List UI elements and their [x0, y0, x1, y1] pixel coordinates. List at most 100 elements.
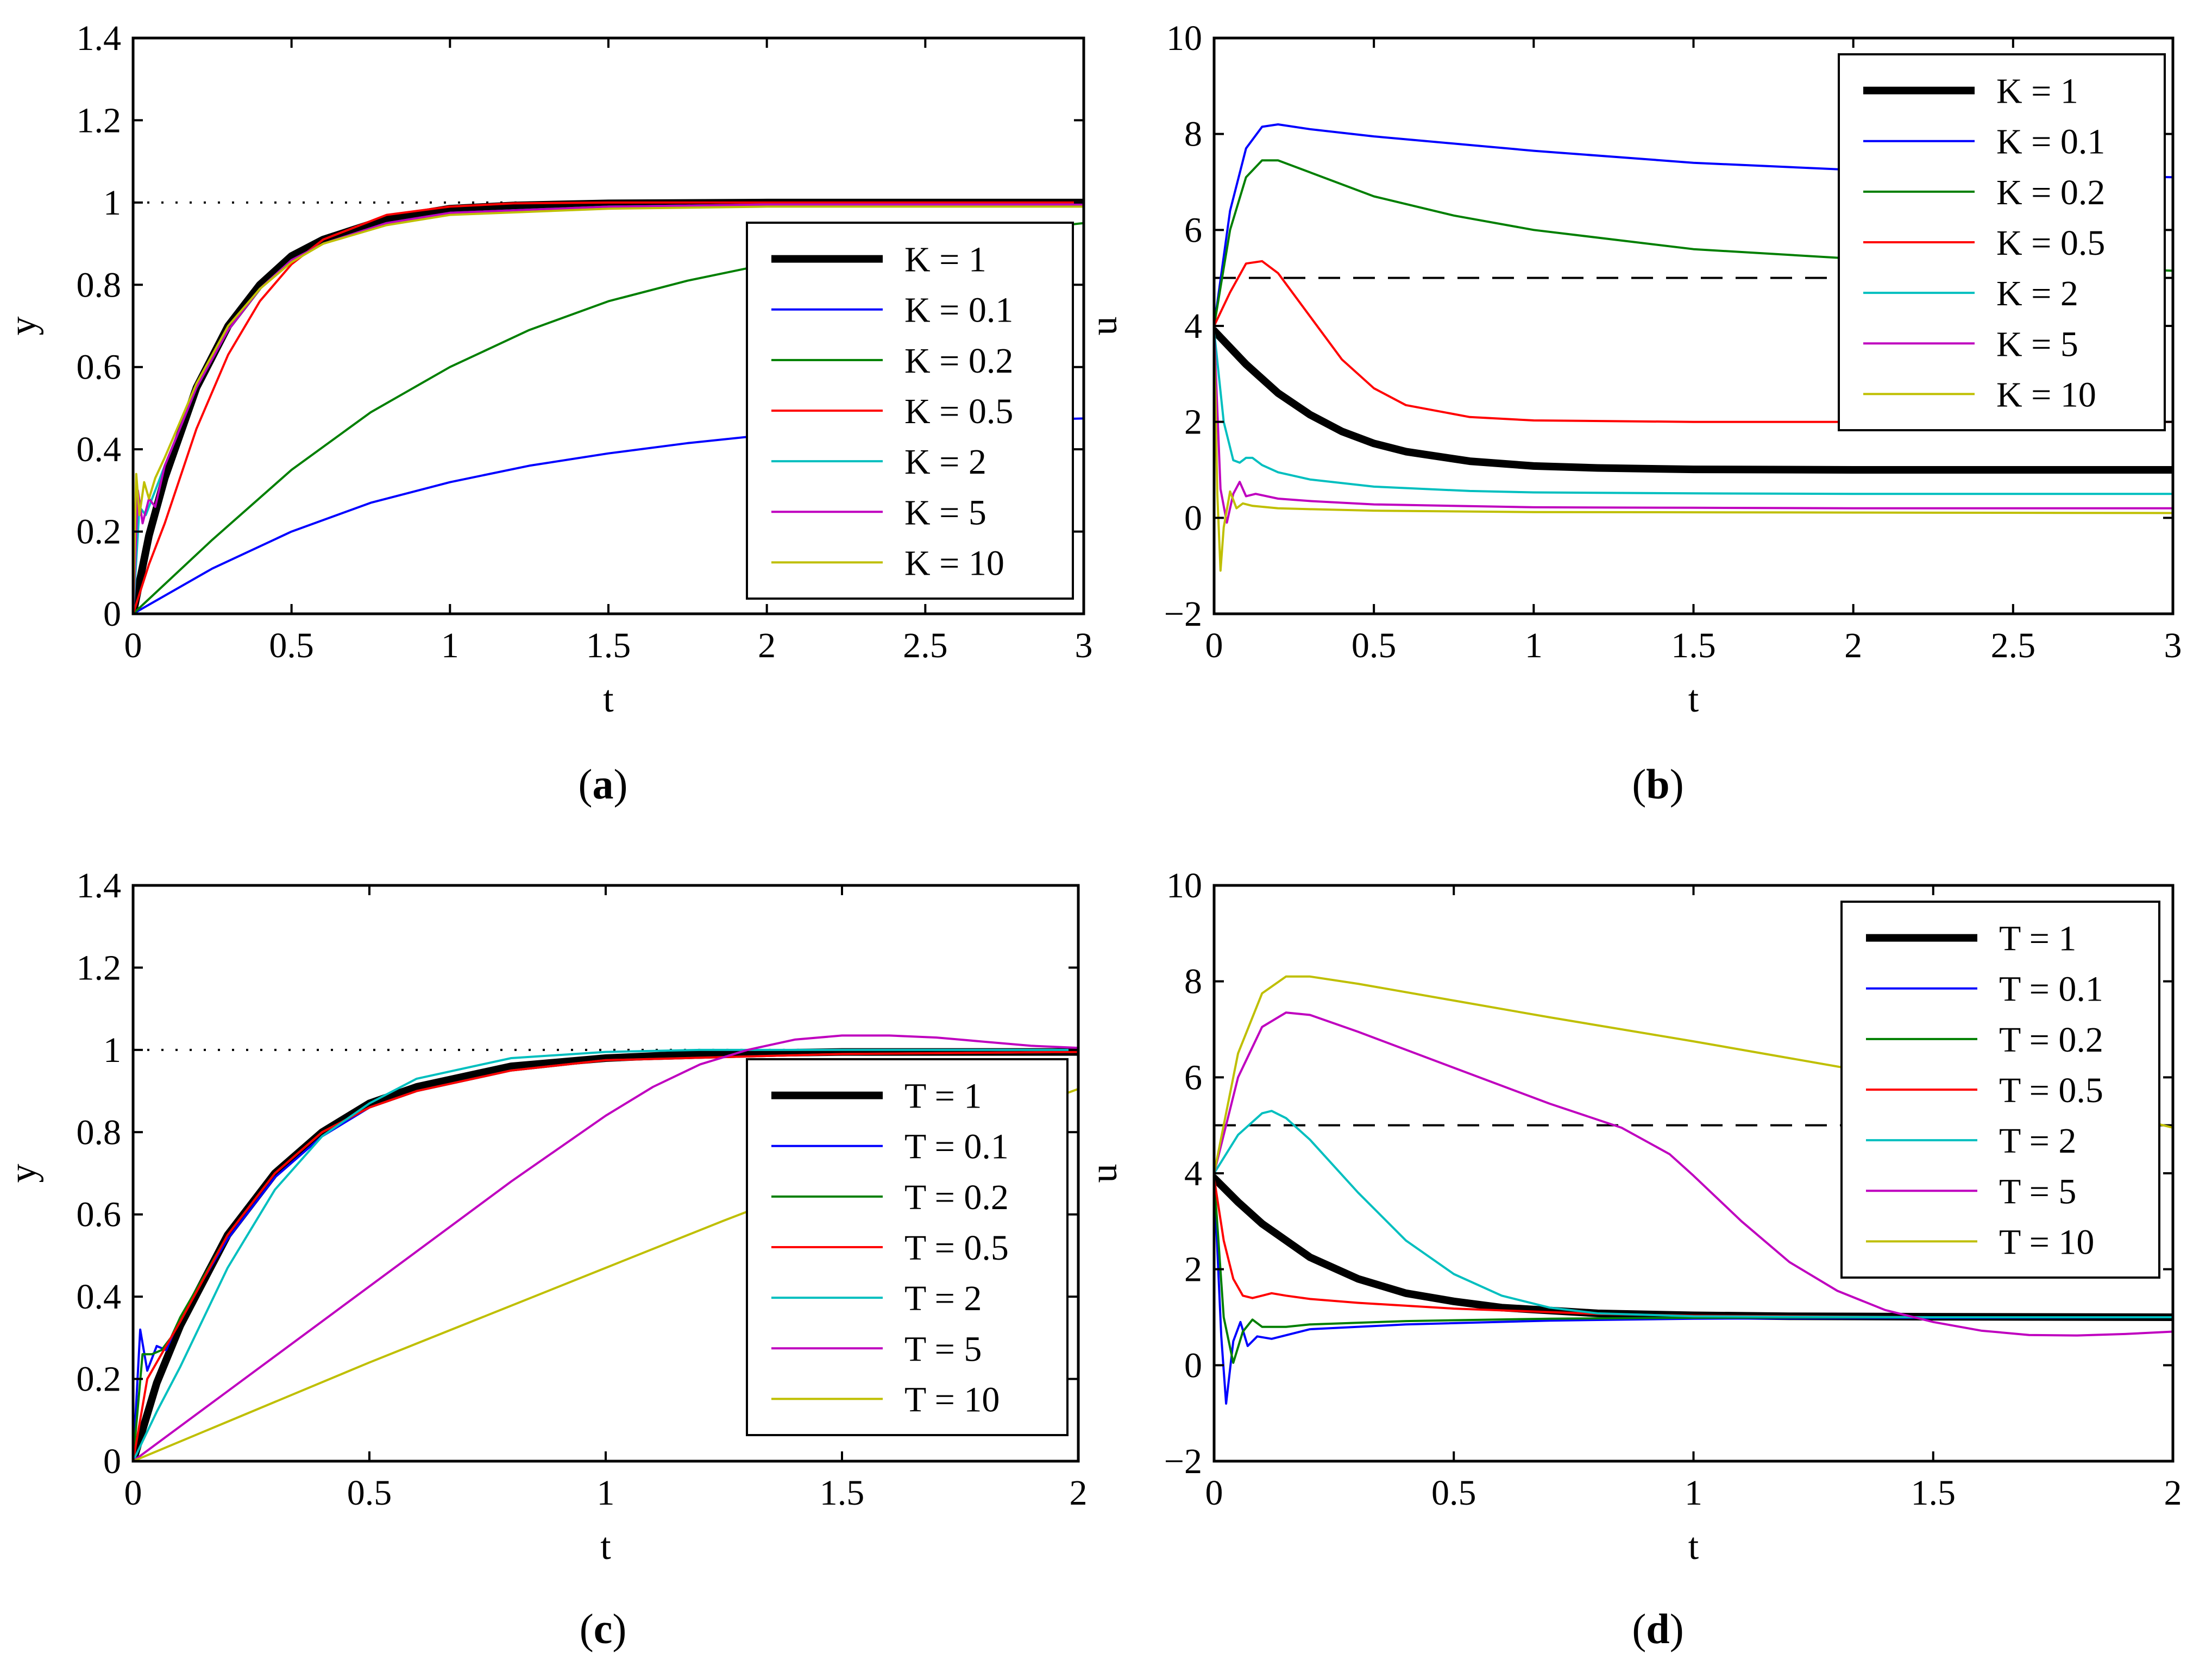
legend-label-d-1: T = 0.1	[1999, 970, 2103, 1009]
y-tick-label-b-1: 0	[1184, 498, 1202, 538]
y-axis-label-c: y	[2, 1164, 44, 1183]
x-tick-label-a-4: 2	[758, 626, 776, 665]
x-tick-label-d-4: 2	[2164, 1473, 2182, 1513]
x-tick-label-b-6: 3	[2164, 626, 2182, 665]
series-group-d	[1214, 975, 2173, 1405]
panel-label-b-text: b	[1646, 760, 1669, 808]
series-line-c-3	[133, 1051, 1078, 1461]
y-axis-label-d: u	[1083, 1164, 1125, 1183]
x-axis-label-b: t	[1688, 678, 1699, 720]
y-axis-label-b: u	[1083, 317, 1125, 336]
y-tick-label-c-4: 0.8	[77, 1112, 122, 1152]
x-tick-label-c-4: 2	[1070, 1473, 1088, 1513]
x-tick-label-c-1: 0.5	[347, 1473, 392, 1513]
legend-label-c-3: T = 0.5	[904, 1228, 1009, 1268]
legend-label-a-5: K = 5	[904, 493, 986, 532]
legend-label-b-6: K = 10	[1996, 375, 2096, 414]
legend-label-c-1: T = 0.1	[904, 1127, 1009, 1167]
legend-c: T = 1 T = 0.1 T = 0.2 T = 0.5 T = 2 T = 5 T = …	[746, 1058, 1069, 1436]
x-axis-label-a: t	[603, 678, 614, 720]
y-tick-label-d-4: 6	[1184, 1058, 1202, 1097]
legend-label-b-0: K = 1	[1996, 72, 2078, 111]
x-tick-label-c-2: 1	[597, 1473, 615, 1513]
y-tick-label-a-4: 0.8	[77, 265, 122, 305]
panel-a: 0 0.5 1 1.5 2 2.5 3 0 0.2 0.4 0.6 0.8 1 1.2 1.4 t y K = 1…	[2, 18, 1093, 720]
legend-label-a-4: K = 2	[904, 442, 986, 482]
x-tick-label-b-2: 1	[1525, 626, 1543, 665]
y-tick-label-a-6: 1.2	[77, 100, 122, 140]
legend-d: T = 1 T = 0.1 T = 0.2 T = 0.5 T = 2 T = 5 T = …	[1840, 901, 2160, 1279]
legend-label-a-3: K = 0.5	[904, 392, 1013, 431]
y-tick-label-c-0: 0	[103, 1442, 121, 1481]
y-tick-label-d-3: 4	[1184, 1154, 1202, 1193]
x-tick-label-b-5: 2.5	[1991, 626, 2036, 665]
series-line-a-6	[133, 205, 1084, 614]
x-tick-label-d-1: 0.5	[1431, 1473, 1476, 1513]
series-line-d-2	[1214, 1177, 2173, 1364]
y-tick-label-b-6: 10	[1166, 18, 1202, 58]
series-line-b-5	[1214, 329, 2173, 524]
legend-a: K = 1 K = 0.1 K = 0.2 K = 0.5 K = 2 K = 5 K = …	[746, 222, 1074, 600]
y-tick-label-a-7: 1.4	[77, 18, 122, 58]
y-tick-label-c-2: 0.4	[77, 1277, 122, 1317]
legend-label-c-2: T = 0.2	[904, 1178, 1009, 1217]
y-tick-label-b-4: 6	[1184, 210, 1202, 250]
panel-label-a-text: a	[593, 760, 614, 808]
x-tick-label-c-0: 0	[124, 1473, 142, 1513]
y-tick-label-d-0: −2	[1164, 1442, 1202, 1481]
series-line-b-0	[1214, 326, 2173, 474]
series-line-b-6	[1214, 329, 2173, 572]
legend-label-d-0: T = 1	[1999, 919, 2076, 959]
panel-label-d-text: d	[1646, 1605, 1669, 1652]
y-tick-label-c-6: 1.2	[77, 948, 122, 988]
legend-label-c-4: T = 2	[904, 1279, 982, 1318]
y-tick-label-a-5: 1	[103, 183, 121, 223]
series-line-c-4	[133, 1048, 1078, 1461]
series-line-b-3	[1214, 260, 2173, 423]
series-group-c	[133, 1034, 1078, 1461]
x-axis-label-c: t	[600, 1526, 611, 1568]
panel-label-c: (c)	[580, 1605, 627, 1652]
x-tick-label-a-6: 3	[1075, 626, 1093, 665]
legend-label-d-2: T = 0.2	[1999, 1020, 2103, 1060]
series-line-a-5	[133, 203, 1084, 614]
x-tick-label-a-2: 1	[441, 626, 459, 665]
series-line-d-4	[1214, 1110, 2173, 1318]
y-tick-label-d-5: 8	[1184, 962, 1202, 1002]
y-tick-label-d-6: 10	[1166, 866, 1202, 905]
series-line-c-5	[133, 1034, 1078, 1461]
legend-label-b-5: K = 5	[1996, 324, 2078, 364]
y-tick-label-d-1: 0	[1184, 1345, 1202, 1385]
x-tick-label-a-1: 0.5	[269, 626, 314, 665]
legend-label-d-3: T = 0.5	[1999, 1071, 2103, 1110]
y-tick-label-b-0: −2	[1164, 594, 1202, 634]
x-tick-label-c-3: 1.5	[820, 1473, 865, 1513]
x-tick-label-d-0: 0	[1205, 1473, 1223, 1513]
y-tick-label-c-1: 0.2	[77, 1360, 122, 1399]
legend-label-d-6: T = 10	[1999, 1222, 2094, 1262]
x-tick-label-d-2: 1	[1685, 1473, 1702, 1513]
legend-label-b-1: K = 0.1	[1996, 122, 2105, 162]
x-tick-label-b-0: 0	[1205, 626, 1223, 665]
legend-label-d-5: T = 5	[1999, 1172, 2076, 1211]
legend-label-a-2: K = 0.2	[904, 341, 1013, 381]
y-tick-label-a-3: 0.6	[77, 348, 122, 387]
x-tick-label-b-1: 0.5	[1352, 626, 1397, 665]
x-tick-label-b-3: 1.5	[1671, 626, 1716, 665]
legend-label-a-1: K = 0.1	[904, 291, 1013, 330]
legend-label-a-6: K = 10	[904, 543, 1004, 583]
series-line-b-4	[1214, 329, 2173, 495]
y-tick-label-c-7: 1.4	[77, 866, 122, 905]
legend-label-c-5: T = 5	[904, 1329, 982, 1369]
legend-label-b-3: K = 0.5	[1996, 223, 2105, 263]
y-tick-label-b-3: 4	[1184, 306, 1202, 346]
x-tick-label-b-4: 2	[1844, 626, 1862, 665]
panel-label-d: (d)	[1632, 1605, 1683, 1652]
panel-label-b: (b)	[1632, 760, 1683, 808]
y-tick-label-c-5: 1	[103, 1030, 121, 1070]
legend-label-b-2: K = 0.2	[1996, 173, 2105, 212]
legend-label-d-4: T = 2	[1999, 1121, 2076, 1161]
